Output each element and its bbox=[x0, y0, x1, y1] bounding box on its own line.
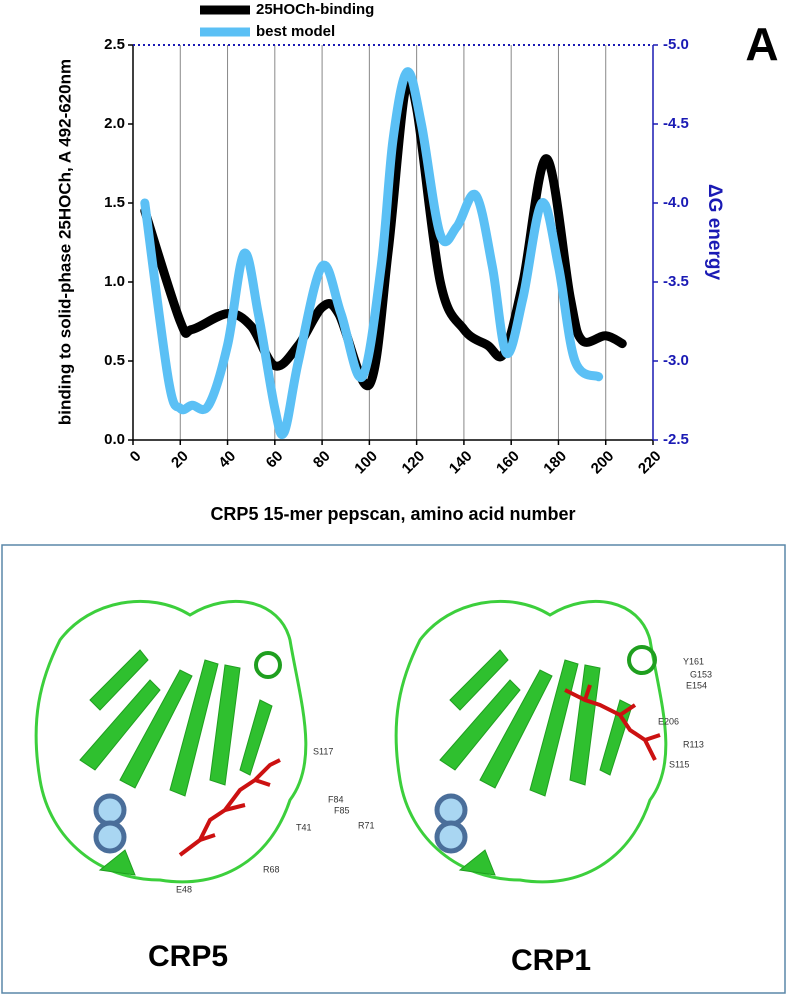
legend-label: 25HOCh-binding bbox=[256, 1, 374, 18]
calcium-ions bbox=[93, 793, 468, 854]
y-tick-label: 1.5 bbox=[104, 194, 125, 211]
y2-tick-label: -5.0 bbox=[663, 36, 689, 53]
y-tick-label: 0.5 bbox=[104, 352, 125, 369]
residue-label: S117 bbox=[313, 746, 333, 756]
residue-label: R113 bbox=[683, 739, 704, 749]
residue-label: T41 bbox=[296, 822, 312, 832]
y2-tick-label: -4.0 bbox=[663, 194, 689, 211]
x-tick-label: 60 bbox=[263, 448, 287, 472]
protein-crp5 bbox=[34, 599, 308, 884]
x-tick-label: 140 bbox=[446, 448, 476, 478]
x-tick-label: 20 bbox=[168, 448, 192, 472]
y2-tick-label: -3.0 bbox=[663, 352, 689, 369]
y2-tick-label: -2.5 bbox=[663, 431, 689, 448]
residue-label: F85 bbox=[334, 805, 350, 815]
y2-tick-label: -4.5 bbox=[663, 115, 689, 132]
series-line bbox=[140, 74, 627, 391]
residue-label: F84 bbox=[328, 794, 344, 804]
panel-frame bbox=[1, 544, 786, 994]
panel-letter: A bbox=[745, 18, 778, 70]
ligand bbox=[178, 684, 661, 857]
protein-crp1 bbox=[394, 599, 668, 884]
y-tick-label: 1.0 bbox=[104, 273, 125, 290]
x-tick-label: 160 bbox=[493, 448, 523, 478]
x-axis-title: CRP5 15-mer pepscan, amino acid number bbox=[210, 504, 575, 524]
series-line bbox=[140, 67, 604, 440]
x-tick-label: 120 bbox=[399, 448, 429, 478]
y-tick-label: 2.0 bbox=[104, 115, 125, 132]
x-tick-label: 180 bbox=[540, 448, 570, 478]
residue-label: Y161 bbox=[683, 656, 704, 666]
residue-label: S115 bbox=[669, 759, 689, 769]
panel-b: S117 F84 F85 T41 R71 R68 E48 Y161 G153 E… bbox=[1, 544, 786, 994]
x-tick-label: 40 bbox=[215, 448, 239, 472]
x-tick-label: 100 bbox=[351, 448, 381, 478]
y-tick-label: 0.0 bbox=[104, 431, 125, 448]
residue-label: E154 bbox=[686, 680, 707, 690]
x-tick-label: 220 bbox=[635, 448, 665, 478]
x-tick-label: 0 bbox=[127, 448, 145, 466]
y2-axis-title: ΔG energy bbox=[704, 184, 725, 280]
y2-tick-label: -3.5 bbox=[663, 273, 689, 290]
structure-name: CRP5 bbox=[148, 940, 228, 973]
residue-label: E206 bbox=[658, 716, 679, 726]
residue-label: R71 bbox=[358, 820, 375, 830]
x-tick-label: 80 bbox=[310, 448, 334, 472]
legend-label: best model bbox=[256, 23, 335, 40]
structure-name: CRP1 bbox=[511, 944, 591, 977]
residue-label: R68 bbox=[263, 864, 280, 874]
x-tick-label: 200 bbox=[588, 448, 618, 478]
y-tick-label: 2.5 bbox=[104, 36, 125, 53]
y-axis-title: binding to solid-phase 25HOCh, A 492-620… bbox=[55, 59, 74, 425]
residue-label: G153 bbox=[690, 669, 712, 679]
residue-label: E48 bbox=[176, 884, 192, 894]
